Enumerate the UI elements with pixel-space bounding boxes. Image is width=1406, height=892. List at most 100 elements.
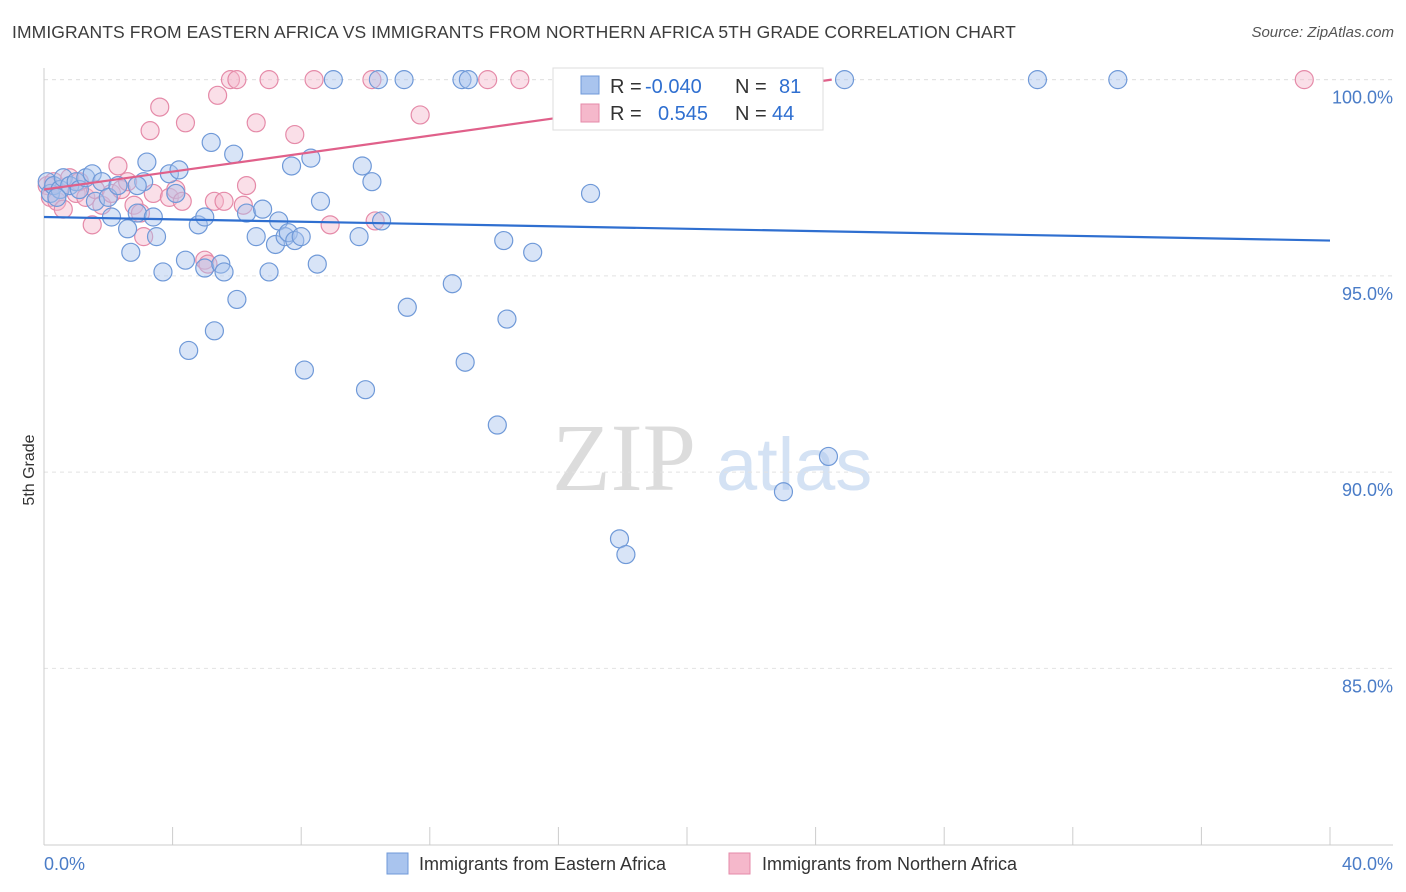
y-tick-labels: 85.0% 90.0% 95.0% 100.0% — [1332, 88, 1393, 697]
watermark-zip: ZIP — [552, 404, 696, 511]
data-point-eastern-africa — [179, 340, 199, 361]
legend-blue-r-label: R = — [610, 76, 642, 98]
data-point-eastern-africa — [121, 242, 141, 262]
data-point-eastern-africa — [455, 352, 475, 372]
data-point-eastern-africa — [458, 70, 478, 90]
data-point-eastern-africa — [294, 360, 315, 380]
legend-pink-r-value: 0.545 — [658, 103, 708, 125]
data-point-northern-africa — [150, 97, 170, 117]
data-point-eastern-africa — [227, 289, 247, 310]
data-point-eastern-africa — [195, 258, 215, 278]
data-point-eastern-africa — [253, 199, 273, 219]
gridlines — [44, 79, 1393, 669]
eastern-africa-points — [37, 70, 1128, 565]
y-axis-title: 5th Grade — [21, 434, 38, 505]
data-point-northern-africa — [108, 156, 128, 176]
legend-swatch-blue — [580, 75, 600, 95]
y-tick-label: 95.0% — [1342, 284, 1393, 304]
data-point-eastern-africa — [487, 415, 507, 435]
data-point-northern-africa — [1294, 70, 1314, 90]
data-point-northern-africa — [204, 191, 224, 211]
data-point-eastern-africa — [175, 250, 196, 270]
data-point-eastern-africa — [153, 262, 173, 282]
data-point-eastern-africa — [349, 227, 369, 247]
data-point-northern-africa — [365, 211, 385, 231]
data-point-eastern-africa — [773, 482, 794, 502]
data-point-eastern-africa — [117, 219, 138, 239]
data-point-eastern-africa — [143, 207, 163, 227]
y-tick-label: 85.0% — [1342, 676, 1393, 696]
data-point-eastern-africa — [371, 211, 392, 231]
data-point-eastern-africa — [224, 144, 244, 164]
data-point-eastern-africa — [1027, 70, 1048, 90]
data-point-northern-africa — [478, 70, 498, 90]
data-point-eastern-africa — [204, 321, 224, 341]
data-point-eastern-africa — [1108, 70, 1128, 90]
data-point-eastern-africa — [497, 309, 517, 329]
data-point-eastern-africa — [166, 183, 186, 204]
data-point-eastern-africa — [127, 176, 147, 196]
chart-title: IMMIGRANTS FROM EASTERN AFRICA VS IMMIGR… — [12, 22, 1016, 42]
data-point-eastern-africa — [146, 227, 167, 247]
data-point-eastern-africa — [307, 254, 327, 274]
data-point-eastern-africa — [523, 242, 543, 262]
data-point-eastern-africa — [834, 70, 855, 90]
data-point-northern-africa — [172, 191, 192, 211]
data-point-northern-africa — [259, 70, 279, 90]
data-point-eastern-africa — [310, 191, 331, 211]
data-point-northern-africa — [236, 176, 257, 196]
bottom-legend-swatch-blue — [386, 852, 409, 875]
source-credit: Source: ZipAtlas.com — [1251, 24, 1394, 41]
y-tick-label: 100.0% — [1332, 88, 1393, 108]
data-point-northern-africa — [227, 70, 247, 90]
data-point-eastern-africa — [108, 176, 128, 196]
data-point-eastern-africa — [362, 172, 382, 192]
bottom-legend-label-northern: Immigrants from Northern Africa — [762, 854, 1018, 874]
data-point-eastern-africa — [291, 227, 311, 247]
data-point-northern-africa — [220, 70, 241, 90]
data-point-northern-africa — [320, 215, 340, 235]
legend-swatch-pink — [580, 103, 600, 123]
data-point-northern-africa — [82, 215, 102, 235]
data-point-eastern-africa — [214, 262, 234, 282]
data-point-eastern-africa — [47, 187, 67, 207]
bottom-legend-swatch-pink — [728, 852, 751, 875]
x-tick-label-max: 40.0% — [1342, 854, 1393, 874]
data-point-eastern-africa — [236, 203, 257, 223]
data-point-eastern-africa — [397, 297, 417, 317]
y-tick-label: 90.0% — [1342, 480, 1393, 500]
legend-pink-n-value: 44 — [772, 103, 794, 125]
data-point-northern-africa — [362, 70, 382, 90]
data-point-northern-africa — [140, 121, 160, 141]
data-point-northern-africa — [304, 70, 324, 90]
data-point-northern-africa — [410, 105, 430, 125]
data-point-eastern-africa — [101, 207, 122, 227]
axes — [43, 68, 1393, 846]
watermark-atlas: atlas — [716, 423, 872, 506]
data-point-eastern-africa — [352, 156, 372, 176]
data-point-eastern-africa — [85, 191, 106, 211]
data-point-eastern-africa — [281, 156, 302, 176]
data-point-eastern-africa — [616, 544, 636, 565]
data-point-eastern-africa — [368, 70, 388, 90]
data-point-northern-africa — [208, 85, 228, 105]
data-point-eastern-africa — [494, 230, 514, 251]
data-point-eastern-africa — [278, 223, 298, 243]
data-point-eastern-africa — [355, 380, 376, 400]
data-point-eastern-africa — [201, 132, 221, 153]
legend-pink-n-label: N = — [735, 103, 767, 125]
data-point-eastern-africa — [259, 262, 279, 282]
data-point-eastern-africa — [137, 152, 157, 172]
data-point-eastern-africa — [452, 70, 472, 90]
data-point-eastern-africa — [323, 70, 343, 90]
data-point-northern-africa — [214, 191, 234, 211]
bottom-legend: Immigrants from Eastern Africa Immigrant… — [386, 852, 1018, 875]
data-point-northern-africa — [175, 113, 196, 133]
data-point-eastern-africa — [246, 227, 266, 247]
data-point-eastern-africa — [265, 234, 286, 255]
data-point-northern-africa — [510, 70, 530, 90]
data-point-eastern-africa — [394, 70, 414, 90]
legend-blue-n-value: 81 — [779, 76, 801, 98]
data-point-northern-africa — [285, 124, 305, 145]
